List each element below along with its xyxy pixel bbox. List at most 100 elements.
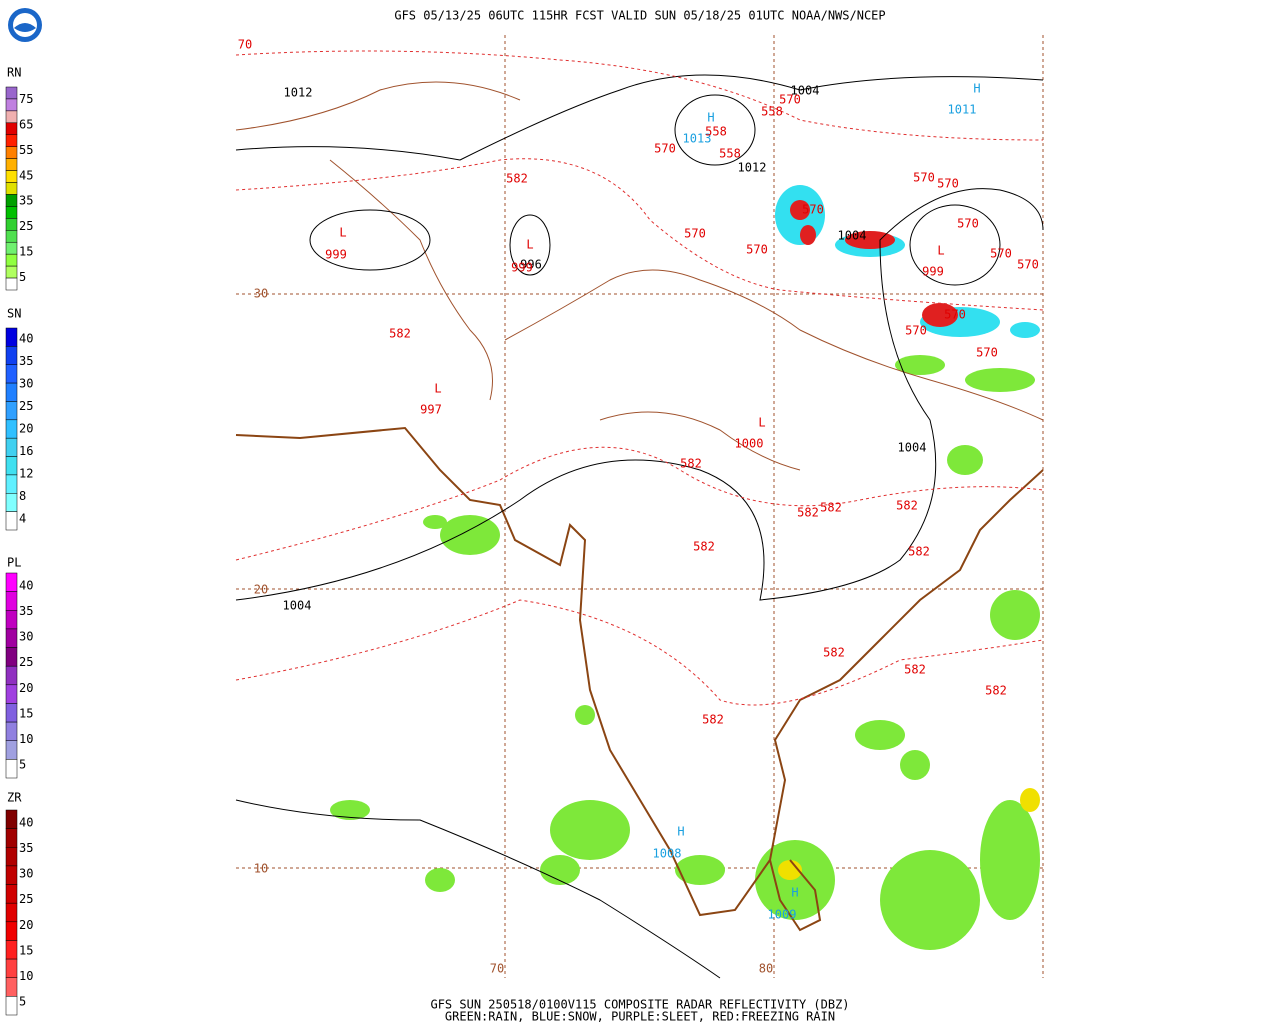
high-symbol: H <box>973 82 980 96</box>
legend-swatch <box>5 134 18 147</box>
low-symbol: L <box>434 382 441 396</box>
pressure-label: 1011 <box>948 103 977 117</box>
height-label: 570 <box>990 247 1012 261</box>
legend-level: 15 <box>19 244 33 258</box>
legend-level: 45 <box>19 168 33 182</box>
legend-swatch <box>5 364 18 384</box>
legend-swatch <box>5 996 18 1016</box>
low-symbol: L <box>937 244 944 258</box>
height-label: 558 <box>761 105 783 119</box>
legend-swatch <box>5 277 18 291</box>
rain-cell <box>675 855 725 885</box>
legend-swatch <box>5 346 18 365</box>
legend-swatch <box>5 456 18 476</box>
legend-swatch <box>5 241 18 255</box>
height-label: 582 <box>702 713 724 727</box>
rain-cell <box>880 850 980 950</box>
legend-level: 65 <box>19 118 33 132</box>
legend-swatch <box>5 382 18 402</box>
legend-swatch <box>5 665 18 686</box>
legend-swatch <box>5 721 18 741</box>
legend-level: 30 <box>19 377 33 391</box>
pressure-label: 997 <box>420 403 442 417</box>
coast-path <box>235 426 1044 917</box>
legend-level: 5 <box>19 758 26 772</box>
rain-core <box>1020 788 1040 812</box>
height-label: 582 <box>820 501 842 515</box>
legend-swatch <box>5 218 18 231</box>
legend-level: 20 <box>19 918 33 932</box>
height-label: 582 <box>797 506 819 520</box>
legend-swatch <box>5 591 18 611</box>
height-contour <box>235 50 1044 141</box>
high-symbol: H <box>791 886 798 900</box>
height-label: 558 <box>719 147 741 161</box>
grid-label: 30 <box>254 287 268 301</box>
legend-swatch <box>5 98 18 112</box>
footer-line: GREEN:RAIN, BLUE:SNOW, PURPLE:SLEET, RED… <box>445 1010 835 1024</box>
legend-swatch <box>5 884 18 904</box>
legend-swatch <box>5 170 18 183</box>
legend-swatch <box>5 110 18 124</box>
legend-swatch <box>5 977 18 997</box>
rain-cell <box>330 800 370 820</box>
height-label: 582 <box>693 540 715 554</box>
legend-swatch <box>5 474 18 494</box>
legend-swatch <box>5 146 18 159</box>
height-label: 570 <box>802 203 824 217</box>
height-label: 570 <box>746 243 768 257</box>
legend-swatch <box>5 902 18 923</box>
height-label: 570 <box>905 324 927 338</box>
legend-level: 5 <box>19 995 26 1009</box>
pressure-label: 999 <box>922 265 944 279</box>
grid-label: 20 <box>254 583 268 597</box>
legend-title: RN <box>7 66 21 80</box>
isobar <box>909 204 1001 286</box>
radar-rain <box>330 355 1040 950</box>
height-label: 582 <box>506 172 528 186</box>
legend-swatch <box>5 647 18 667</box>
legend-swatch <box>5 158 18 171</box>
legend-level: 16 <box>19 444 33 458</box>
radar-rain-heavy <box>778 788 1040 880</box>
height-label: 582 <box>896 499 918 513</box>
legend-swatch <box>5 921 18 941</box>
pressure-label: 1004 <box>791 84 820 98</box>
legend-swatch <box>5 572 18 592</box>
rain-cell <box>550 800 630 860</box>
height-label: 570 <box>913 171 935 185</box>
rain-cell <box>425 868 455 892</box>
legend-level: 8 <box>19 489 26 503</box>
legend-swatch <box>5 86 18 100</box>
rain-cell <box>965 368 1035 392</box>
legend-level: 30 <box>19 867 33 881</box>
isobars <box>235 74 1044 979</box>
legend-level: 40 <box>19 815 33 829</box>
height-label: 582 <box>389 327 411 341</box>
legend-swatch <box>5 628 18 648</box>
legend-swatch <box>5 437 18 457</box>
isobar <box>235 188 1044 601</box>
height-contours <box>235 50 1044 706</box>
legend-level: 25 <box>19 219 33 233</box>
legend-swatch <box>5 828 18 848</box>
legend-swatch <box>5 703 18 723</box>
zr-cell <box>845 231 895 249</box>
height-label: 570 <box>976 346 998 360</box>
grid-label: 80 <box>759 962 773 976</box>
legend-level: 35 <box>19 604 33 618</box>
rain-cell <box>980 800 1040 920</box>
legend-swatch <box>5 253 18 267</box>
legend-level: 25 <box>19 655 33 669</box>
sri-lanka <box>769 859 822 932</box>
isobar <box>235 74 1044 161</box>
legend-level: 75 <box>19 92 33 106</box>
height-label: 582 <box>680 457 702 471</box>
pressure-label: 1012 <box>738 161 767 175</box>
border-path <box>235 81 1044 471</box>
rain-cell <box>895 355 945 375</box>
pressure-label: 999 <box>511 261 533 275</box>
legend-level: 5 <box>19 270 26 284</box>
pressure-label: 1008 <box>653 847 682 861</box>
